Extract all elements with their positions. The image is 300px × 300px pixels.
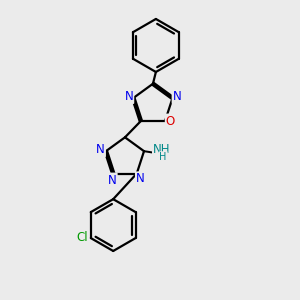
Text: N: N <box>136 172 145 185</box>
Text: O: O <box>166 115 175 128</box>
Text: N: N <box>124 90 133 103</box>
Text: N: N <box>108 173 117 187</box>
Text: Cl: Cl <box>77 231 88 244</box>
Text: N: N <box>96 143 105 156</box>
Text: NH: NH <box>153 143 170 156</box>
Text: H: H <box>160 152 167 162</box>
Text: N: N <box>172 90 181 103</box>
